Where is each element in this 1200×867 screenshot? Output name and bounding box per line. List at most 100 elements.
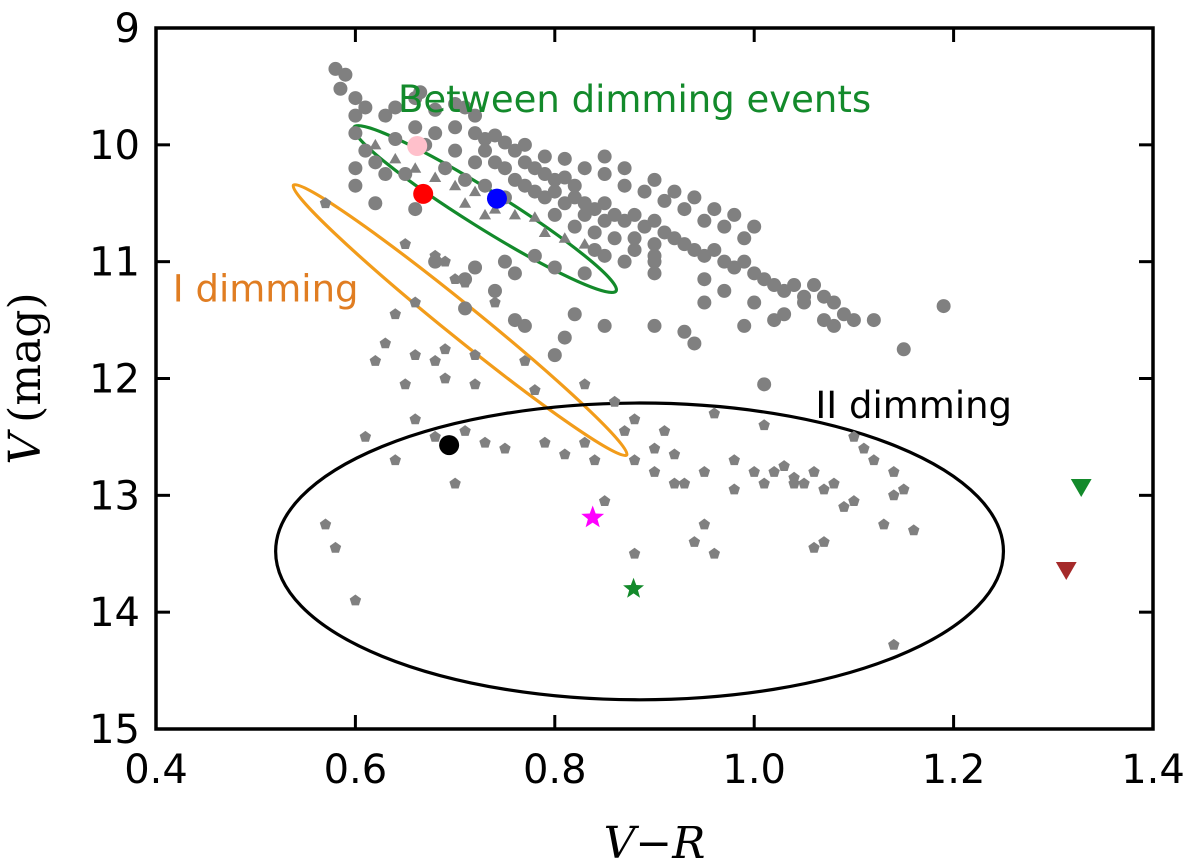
- between-label: Between dimming events: [398, 78, 871, 121]
- point-pentagon-2-44: [778, 460, 790, 471]
- point-pentagon-2-74: [898, 483, 910, 495]
- y-axis-variable: V: [0, 429, 51, 465]
- point-pentagon-2-71: [848, 495, 860, 507]
- point-circle-0-31: [497, 161, 512, 176]
- point-circle-0-85: [737, 231, 752, 246]
- point-circle-0-100: [687, 190, 702, 205]
- point-circle-0-21: [428, 126, 443, 141]
- point-circle-0-42: [547, 184, 562, 199]
- point-pentagon-2-21: [608, 395, 621, 407]
- point-pentagon-2-57: [329, 541, 342, 553]
- point-triangle-1-0: [369, 138, 382, 150]
- point-circle-0-145: [757, 377, 772, 392]
- point-pentagon-2-61: [688, 536, 701, 547]
- x-tick-label-4: 1.2: [922, 747, 986, 793]
- y-tick-label-2: 11: [89, 240, 140, 286]
- point-pentagon-2-5: [449, 273, 461, 285]
- point-pentagon-2-14: [429, 354, 441, 366]
- point-triangle-1-13: [478, 208, 492, 220]
- point-circle-0-105: [368, 196, 383, 211]
- point-circle-4-0: [407, 136, 428, 157]
- point-pentagon-2-62: [698, 518, 711, 530]
- point-pentagon-2-12: [469, 349, 481, 360]
- point-circle-0-10: [428, 102, 443, 117]
- point-circle-0-110: [547, 260, 562, 275]
- point-circle-0-82: [677, 202, 692, 217]
- point-circle-0-96: [597, 149, 612, 164]
- point-circle-0-87: [458, 172, 473, 187]
- point-circle-3-1: [348, 178, 363, 193]
- point-circle-0-77: [577, 161, 592, 176]
- point-circle-0-139: [647, 254, 662, 269]
- point-triangle-1-2: [409, 162, 422, 173]
- point-circle-0-84: [717, 219, 732, 234]
- point-circle-0-50: [597, 213, 612, 228]
- point-pentagon-2-0: [319, 197, 332, 209]
- point-circle-0-81: [657, 193, 672, 208]
- point-pentagon-2-13: [519, 354, 531, 366]
- point-pentagon-2-34: [618, 425, 631, 436]
- point-circle-0-90: [547, 207, 562, 222]
- point-circle-0-7: [388, 100, 403, 115]
- x-axis-title: V−R: [604, 818, 706, 867]
- point-circle-0-91: [567, 219, 582, 234]
- point-circle-0-18: [378, 167, 393, 182]
- y-axis-title: V (mag): [0, 292, 51, 464]
- point-pentagon-2-17: [439, 372, 451, 384]
- point-circle-0-36: [557, 170, 572, 185]
- point-circle-0-136: [547, 348, 562, 363]
- y-axis-unit: (mag): [0, 292, 51, 422]
- point-pentagon-2-38: [648, 465, 661, 477]
- point-circle-0-56: [627, 231, 642, 246]
- point-circle-0-132: [647, 318, 662, 333]
- point-circle-0-16: [358, 143, 373, 158]
- point-pentagon-2-40: [698, 465, 711, 477]
- point-triangle-1-7: [508, 208, 521, 220]
- point-circle-0-135: [557, 330, 572, 345]
- point-pentagon-2-42: [748, 465, 760, 477]
- point-circle-0-2: [333, 81, 348, 96]
- point-pentagon-2-68: [818, 483, 830, 495]
- point-circle-0-144: [458, 301, 473, 316]
- point-pentagon-2-33: [559, 448, 571, 460]
- point-circle-0-5: [358, 100, 373, 115]
- point-circle-0-37: [567, 178, 582, 193]
- point-circle-0-9: [413, 85, 428, 100]
- point-pentagon-2-66: [788, 477, 800, 489]
- point-pentagon-2-29: [499, 442, 511, 454]
- point-pentagon-2-64: [728, 483, 740, 495]
- x-tick-label-0: 0.4: [124, 747, 188, 793]
- point-circle-0-88: [478, 178, 493, 193]
- point-circle-0-78: [597, 167, 612, 182]
- point-circle-0-75: [537, 149, 552, 164]
- point-pentagon-2-75: [908, 524, 920, 536]
- point-circle-0-6: [378, 108, 393, 123]
- point-pentagon-2-73: [888, 489, 900, 501]
- point-pentagon-2-27: [459, 425, 471, 436]
- point-pentagon-2-8: [389, 308, 401, 320]
- point-circle-0-127: [896, 342, 911, 357]
- point-pentagon-2-3: [439, 255, 451, 267]
- point-circle-0-137: [507, 313, 522, 328]
- point-pentagon-2-77: [678, 477, 691, 489]
- point-circle-0-17: [368, 155, 383, 170]
- point-circle-0-26: [448, 143, 463, 158]
- y-tick-label-1: 10: [89, 123, 140, 169]
- point-circle-0-92: [587, 225, 602, 240]
- point-pentagon-2-24: [708, 407, 721, 419]
- point-circle-0-15: [348, 161, 363, 176]
- point-circle-0-80: [637, 184, 652, 199]
- point-circle-0-79: [617, 178, 632, 193]
- point-circle-0-124: [846, 313, 861, 328]
- point-pentagon-2-78: [818, 536, 830, 547]
- point-circle-0-86: [438, 161, 453, 176]
- point-circle-0-101: [707, 202, 722, 217]
- point-circle-0-72: [478, 131, 493, 146]
- point-circle-0-133: [597, 318, 612, 333]
- point-circle-0-121: [826, 295, 841, 310]
- point-circle-6-0: [486, 188, 507, 209]
- point-pentagon-2-72: [878, 518, 890, 530]
- point-pentagon-2-59: [598, 495, 611, 507]
- point-triangle-1-5: [468, 185, 482, 197]
